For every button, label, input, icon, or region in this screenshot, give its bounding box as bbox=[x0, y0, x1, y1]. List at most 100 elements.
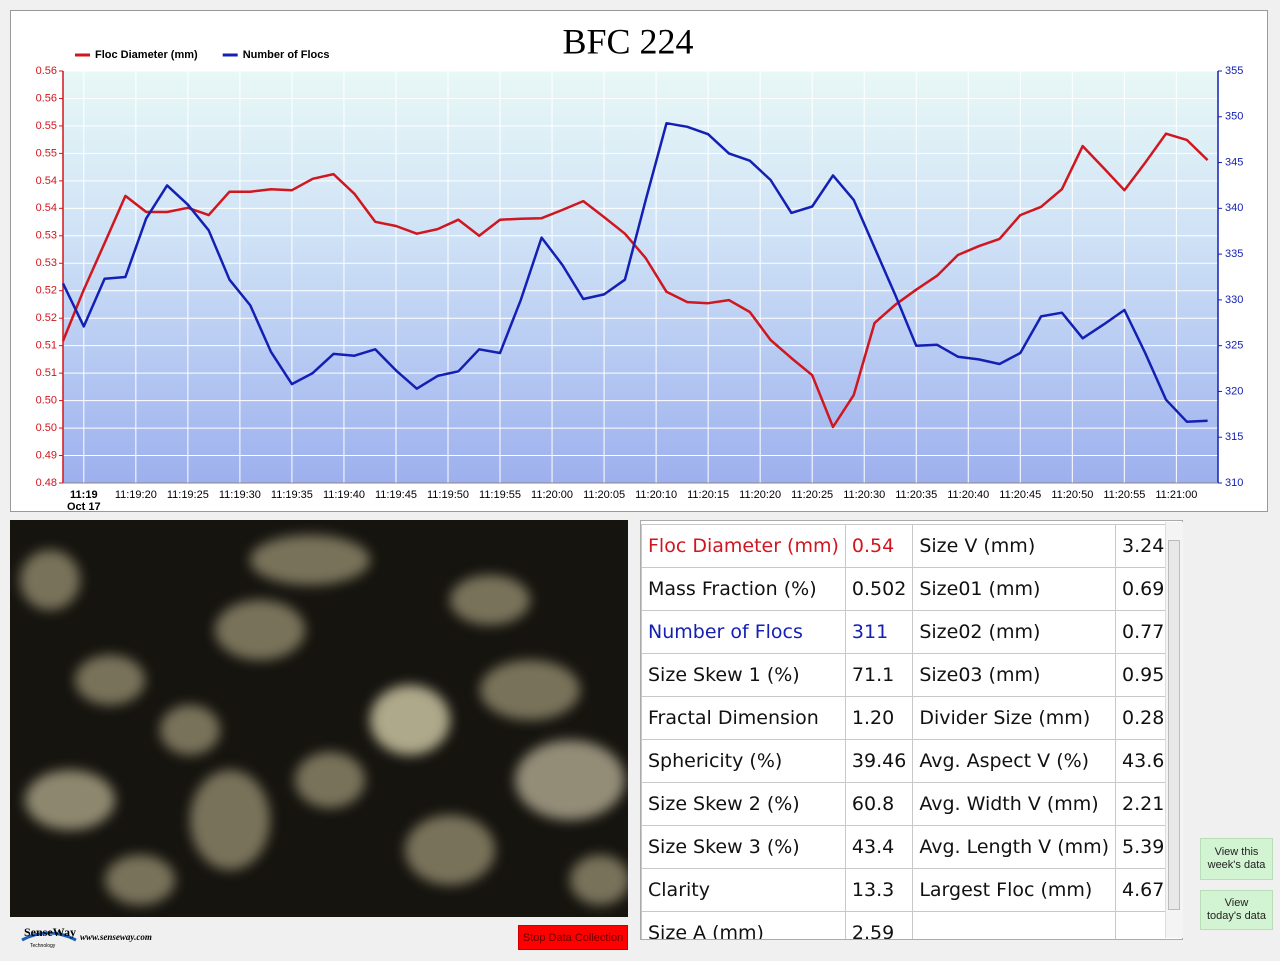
y-tick-label: 0.52 bbox=[36, 285, 57, 297]
y-tick-label: 0.54 bbox=[36, 175, 57, 187]
scroll-thumb[interactable] bbox=[1168, 540, 1180, 910]
logo-name: SenseWay bbox=[24, 925, 76, 939]
stop-button[interactable]: Stop Data Collection bbox=[518, 925, 628, 950]
x-tick-label: 11:20:10 bbox=[635, 489, 677, 501]
y2-tick-label: 355 bbox=[1225, 65, 1243, 77]
x-tick-label: 11:19:45 bbox=[375, 489, 417, 501]
logo-url: www.senseway.com bbox=[80, 932, 152, 942]
y2-tick-label: 325 bbox=[1225, 340, 1243, 352]
y-tick-label: 0.54 bbox=[36, 202, 57, 214]
plot-area bbox=[63, 71, 1218, 483]
table-cell: 43.4 bbox=[844, 825, 914, 869]
table-row: Clarity 13.3 Largest Floc (mm) 4.67 bbox=[641, 868, 1182, 912]
y-tick-label: 0.48 bbox=[36, 477, 57, 489]
table-cell: Size A (mm) bbox=[641, 911, 846, 939]
x-tick-label: 11:20:05 bbox=[583, 489, 625, 501]
table: Floc Diameter (mm) 0.54 Size V (mm) 3.24 Mas… bbox=[641, 524, 1182, 939]
x-tick-label: 11:19:50 bbox=[427, 489, 469, 501]
table-cell: Fractal Dimension bbox=[641, 696, 846, 740]
x-tick-label: 11:20:15 bbox=[687, 489, 729, 501]
table-cell: Divider Size (mm) bbox=[912, 696, 1117, 740]
y-tick-label: 0.53 bbox=[36, 230, 57, 242]
table-cell: Mass Fraction (%) bbox=[641, 567, 846, 611]
x-tick-label: 11:19:20 bbox=[115, 489, 157, 501]
logo-tagline: Technology bbox=[30, 943, 56, 949]
x-tick-label: 11:19:55 bbox=[479, 489, 521, 501]
today-button[interactable]: View today's data bbox=[1200, 890, 1273, 930]
y2-tick-label: 330 bbox=[1225, 294, 1243, 306]
table-cell bbox=[912, 911, 1117, 939]
table-row: Floc Diameter (mm) 0.54 Size V (mm) 3.24 bbox=[641, 524, 1182, 568]
table-cell: Avg. Width V (mm) bbox=[912, 782, 1117, 826]
table-cell: Size Skew 1 (%) bbox=[641, 653, 846, 697]
legend-label: Floc Diameter (mm) bbox=[95, 49, 198, 61]
chart-title: BFC 224 bbox=[562, 21, 693, 61]
table-cell: 2.59 bbox=[844, 911, 914, 939]
table-cell: Size01 (mm) bbox=[912, 567, 1117, 611]
y-tick-label: 0.56 bbox=[36, 65, 57, 77]
table-cell: Size Skew 2 (%) bbox=[641, 782, 846, 826]
y2-tick-label: 340 bbox=[1225, 202, 1243, 214]
x-tick-label: 11:20:00 bbox=[531, 489, 573, 501]
table-cell: 60.8 bbox=[844, 782, 914, 826]
week-button[interactable]: View this week's data bbox=[1200, 838, 1273, 880]
table-cell: Avg. Length V (mm) bbox=[912, 825, 1117, 869]
table-cell: 13.3 bbox=[844, 868, 914, 912]
table-cell: Floc Diameter (mm) bbox=[641, 524, 846, 568]
x-tick-label: 11:20:35 bbox=[895, 489, 937, 501]
y-tick-label: 0.52 bbox=[36, 312, 57, 324]
legend-label: Number of Flocs bbox=[243, 49, 330, 61]
table-row: Number of Flocs 311 Size02 (mm) 0.77 bbox=[641, 610, 1182, 654]
table-cell: 0.502 bbox=[844, 567, 914, 611]
table-cell: Size02 (mm) bbox=[912, 610, 1117, 654]
y-tick-label: 0.55 bbox=[36, 147, 57, 159]
table-cell: 311 bbox=[844, 610, 914, 654]
y2-tick-label: 350 bbox=[1225, 111, 1243, 123]
x-tick-label: 11:20:40 bbox=[947, 489, 989, 501]
x-tick-label: 11:20:50 bbox=[1051, 489, 1093, 501]
x-tick-label: 11:20:55 bbox=[1103, 489, 1145, 501]
table-cell: 71.1 bbox=[844, 653, 914, 697]
y2-tick-label: 345 bbox=[1225, 156, 1243, 168]
table-row: Fractal Dimension 1.20 Divider Size (mm) 0.… bbox=[641, 696, 1182, 740]
series-line bbox=[61, 121, 1208, 423]
table-cell: 39.46 bbox=[844, 739, 914, 783]
table-cell: Clarity bbox=[641, 868, 846, 912]
table-cell: Largest Floc (mm) bbox=[912, 868, 1117, 912]
data-table: Floc Diameter (mm) 0.54 Size V (mm) 3.24 Mas… bbox=[640, 520, 1183, 940]
x-tick-label: 11:19:40 bbox=[323, 489, 365, 501]
y-tick-label: 0.51 bbox=[36, 367, 57, 379]
table-row: Size A (mm) 2.59 bbox=[641, 911, 1182, 939]
camera-image bbox=[10, 520, 628, 917]
x-tick-label: 11:19:25 bbox=[167, 489, 209, 501]
y-tick-label: 0.51 bbox=[36, 340, 57, 352]
table-cell: Sphericity (%) bbox=[641, 739, 846, 783]
y2-tick-label: 335 bbox=[1225, 248, 1243, 260]
table-cell: 0.54 bbox=[844, 524, 914, 568]
x-tick-label: 11:20:25 bbox=[791, 489, 833, 501]
x-tick-label: 11:19 bbox=[70, 489, 98, 501]
table-cell: Avg. Aspect V (%) bbox=[912, 739, 1117, 783]
y-tick-label: 0.50 bbox=[36, 422, 57, 434]
table-row: Mass Fraction (%) 0.502 Size01 (mm) 0.69 bbox=[641, 567, 1182, 611]
y-tick-label: 0.55 bbox=[36, 120, 57, 132]
series-line bbox=[61, 132, 1209, 429]
y-tick-label: 0.56 bbox=[36, 92, 57, 104]
table-cell: 1.20 bbox=[844, 696, 914, 740]
x-tick-label: 11:19:30 bbox=[219, 489, 261, 501]
table-row: Size Skew 3 (%) 43.4 Avg. Length V (mm) 5.3… bbox=[641, 825, 1182, 869]
table-cell: Number of Flocs bbox=[641, 610, 846, 654]
table-row: Size Skew 2 (%) 60.8 Avg. Width V (mm) 2.21 bbox=[641, 782, 1182, 826]
x-tick-label: 11:20:45 bbox=[999, 489, 1041, 501]
table-cell: Size V (mm) bbox=[912, 524, 1117, 568]
x-tick-label: 11:21:00 bbox=[1155, 489, 1197, 501]
table-row: Sphericity (%) 39.46 Avg. Aspect V (%) 43.6… bbox=[641, 739, 1182, 783]
x-tick-date: Oct 17 bbox=[67, 501, 101, 513]
x-tick-label: 11:19:35 bbox=[271, 489, 313, 501]
y2-tick-label: 320 bbox=[1225, 385, 1243, 397]
table-cell: Size Skew 3 (%) bbox=[641, 825, 846, 869]
y-tick-label: 0.49 bbox=[36, 449, 57, 461]
y-tick-label: 0.53 bbox=[36, 257, 57, 269]
